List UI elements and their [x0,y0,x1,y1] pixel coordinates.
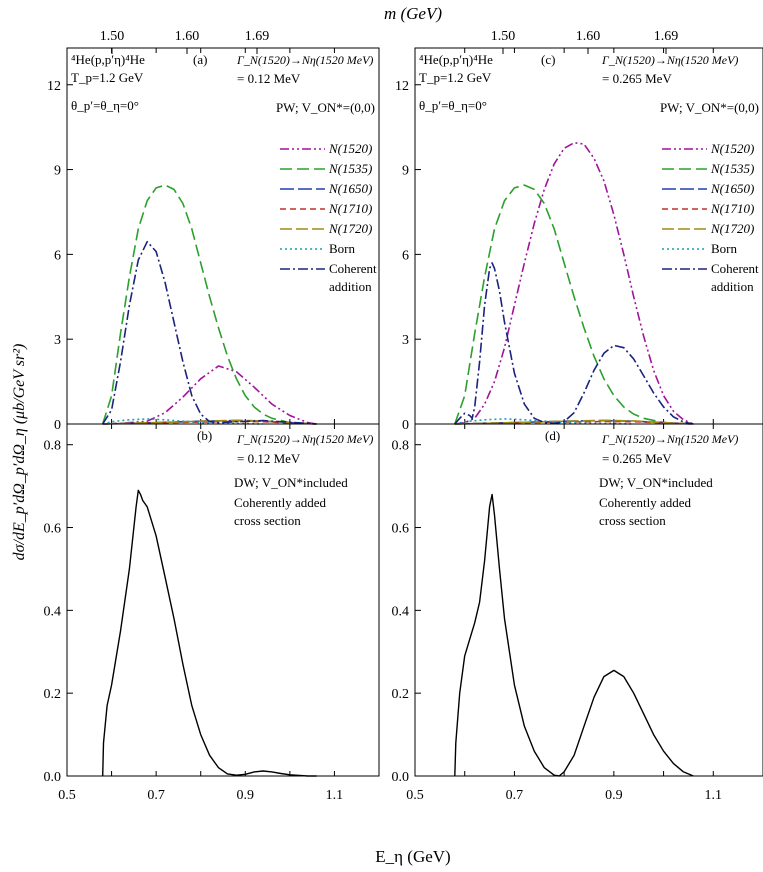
reaction-label: ⁴He(p,p′η)⁴He [71,52,145,67]
model-label: PW; V_ON*=(0,0) [660,100,759,115]
series-line [101,184,317,425]
legend-label: N(1520) [710,141,754,156]
energy-label: T_p=1.2 GeV [71,70,144,85]
top-tick-label: 1.60 [175,29,200,44]
reaction-label: ⁴He(p,p′η)⁴He [419,52,493,67]
y-tick-label: 0 [54,418,61,433]
width-value: = 0.12 MeV [237,451,301,466]
panel-c: 0 3 6 9 12 1.50 1.60 1.69 (c) ⁴He(p,p′η)⁴He T_p=1.… [395,29,763,433]
angle-label: θ_p′=θ_η=0° [71,98,139,113]
x-tick-label: 0.9 [605,788,623,803]
y-tick-label: 0 [402,418,409,433]
y-tick-label: 3 [402,333,409,348]
legend-label: N(1710) [328,201,372,216]
series-line [454,493,694,777]
width-value: = 0.265 MeV [602,451,672,466]
y-tick-label: 6 [54,248,61,263]
series-line [454,418,634,425]
y-tick-label: 0.8 [392,439,410,454]
model-label: PW; V_ON*=(0,0) [276,100,375,115]
legend-label: Coherent [711,261,759,276]
plot-frame [66,423,380,777]
angle-label: θ_p′=θ_η=0° [419,98,487,113]
y-tick-label: 0.4 [392,604,410,619]
legend-label: N(1520) [328,141,372,156]
y-tick-label: 0.0 [44,770,62,785]
y-tick-label: 0.2 [392,687,410,702]
legend-label: N(1535) [328,161,372,176]
series-line [102,365,317,425]
width-label: Γ_N(1520)→Nη(1520 MeV) [236,53,373,67]
top-tick-label: 1.50 [491,29,516,44]
top-tick-label: 1.69 [245,29,270,44]
annotation-line: cross section [234,513,301,528]
legend-label: Born [711,241,738,256]
x-tick-label: 0.5 [58,788,76,803]
legend-label: Born [329,241,356,256]
annotation-line: cross section [599,513,666,528]
top-axis-label: m (GeV) [384,4,442,23]
panel-label: (a) [193,52,207,67]
legend-label: addition [711,279,754,294]
annotation-line: Coherently added [234,495,327,510]
legend-label: N(1710) [710,201,754,216]
series-line [454,419,694,425]
width-label: Γ_N(1520)→Nη(1520 MeV) [601,53,738,67]
y-tick-label: 12 [395,79,409,94]
panel-a: 0 3 6 9 12 1.50 1.60 1.69 (a) ⁴He(p,p′η)⁴He T_p=1.… [47,29,380,433]
width-label: Γ_N(1520)→Nη(1520 MeV) [236,432,373,446]
x-tick-label: 1.1 [705,788,723,803]
legend-label: N(1535) [710,161,754,176]
legend-label: Coherent [329,261,377,276]
width-value: = 0.12 MeV [237,71,301,86]
model-label: DW; V_ON*included [234,475,348,490]
x-tick-label: 0.7 [506,788,524,803]
annotation-line: Coherently added [599,495,692,510]
legend-label: N(1720) [328,221,372,236]
panel-b: 0.0 0.2 0.4 0.6 0.8 0.5 0.7 0.9 1.1 (b) Γ_N(1520)→… [44,423,380,803]
top-tick-label: 1.69 [654,29,679,44]
y-tick-label: 9 [402,164,409,179]
series-line [102,240,317,425]
width-label: Γ_N(1520)→Nη(1520 MeV) [601,432,738,446]
y-tick-label: 6 [402,248,409,263]
panel-d: 0.0 0.2 0.4 0.6 0.8 0.5 0.7 0.9 1.1 (d) Γ_N(1520)→… [392,423,763,803]
bottom-axis-label: E_η (GeV) [375,847,450,866]
width-value: = 0.265 MeV [602,71,672,86]
legend-label: addition [329,279,372,294]
series-line [454,141,694,425]
y-tick-label: 3 [54,333,61,348]
top-tick-label: 1.60 [576,29,601,44]
y-tick-label: 0.8 [44,439,62,454]
y-tick-label: 0.0 [392,770,410,785]
y-tick-label: 0.6 [392,522,410,537]
legend-label: N(1650) [328,181,372,196]
x-tick-label: 1.1 [326,788,344,803]
model-label: DW; V_ON*included [599,475,713,490]
legend-label: N(1720) [710,221,754,236]
energy-label: T_p=1.2 GeV [419,70,492,85]
y-tick-label: 0.4 [44,604,62,619]
panel-label: (b) [197,428,212,443]
panel-label: (d) [545,428,560,443]
y-tick-label: 0.6 [44,522,62,537]
series-line [454,184,694,425]
panel-label: (c) [541,52,555,67]
series-line [454,262,694,425]
series-line [102,489,317,777]
x-tick-label: 0.5 [406,788,424,803]
top-tick-label: 1.50 [100,29,125,44]
plot-frame [414,423,763,777]
legend-label: N(1650) [710,181,754,196]
y-tick-label: 0.2 [44,687,62,702]
x-tick-label: 0.9 [237,788,255,803]
x-tick-label: 0.7 [147,788,165,803]
y-axis-label: dσ/dE_p′dΩ_p′dΩ_η (μb/GeV sr²) [11,344,28,561]
y-tick-label: 9 [54,164,61,179]
y-tick-label: 12 [47,79,61,94]
